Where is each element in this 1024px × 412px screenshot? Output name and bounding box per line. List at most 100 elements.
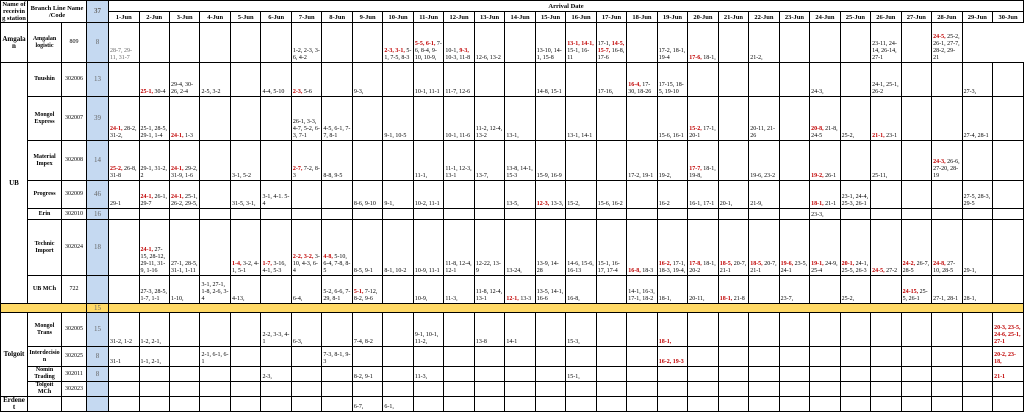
arrival-cell: [717, 96, 750, 141]
arrival-entry: 24-1,: [140, 247, 155, 253]
arrival-cell: [504, 22, 536, 63]
arrival-cell: [992, 275, 1024, 304]
arrival-cell: 24-8, 27-10, 28-5: [931, 219, 963, 276]
arrival-cell: [290, 346, 323, 367]
arrival-cell: 18-1,: [656, 275, 689, 304]
arrival-cell: 18-1, 21-8: [717, 275, 750, 304]
arrival-entry: 17-1,: [597, 41, 612, 47]
arrival-cell: 6-3,: [290, 312, 323, 347]
arrival-cell: 9-1,: [382, 180, 414, 209]
arrival-entry: 20-1,: [841, 261, 856, 267]
arrival-cell: 13-1, 14-1: [565, 96, 597, 141]
arrival-cell: [900, 62, 933, 97]
arrival-entry: 24-1,: [140, 194, 155, 200]
arrival-entry: 28-7, 29-11, 31-7: [110, 48, 133, 61]
arrival-cell: [778, 366, 811, 382]
arrival-cell: [931, 396, 963, 412]
arrival-cell: 19-1, 24-9, 25-4: [809, 219, 841, 276]
separator-fill: [108, 303, 1024, 313]
arrival-cell: [473, 208, 506, 220]
branch-code: 302007: [60, 96, 88, 141]
arrival-cell: [748, 396, 780, 412]
arrival-entry: 15-1,: [567, 374, 580, 380]
arrival-cell: [931, 381, 963, 397]
arrival-cell: 16-8, 18-3: [626, 219, 658, 276]
arrival-cell: 26-1, 3-3, 4-7, 5-2, 6-3, 7-1: [290, 96, 323, 141]
arrival-cell: 24-1, 1-3: [168, 96, 201, 141]
wagon-count: 15: [86, 312, 110, 347]
separator-count: 15: [86, 303, 110, 313]
table-row: Tolgoit MCh 302023: [1, 381, 1024, 397]
arrival-cell: [992, 208, 1024, 220]
arrival-entry: 9-1, 10-1, 11-2,: [414, 332, 439, 345]
branch-code: [60, 396, 88, 412]
arrival-entry: 29-1,: [963, 268, 977, 274]
arrival-entry: 13-24,: [506, 268, 522, 274]
arrival-cell: [626, 366, 658, 382]
arrival-cell: 11-3,: [443, 275, 475, 304]
arrival-entry: 7-12, 8-2, 9-6: [353, 289, 378, 302]
arrival-cell: 13-1,: [504, 96, 536, 141]
arrival-cell: 12-1, 13-3: [504, 275, 536, 304]
arrival-entry: 16-8,: [628, 268, 643, 274]
branch-name: Nomin Trading: [27, 366, 62, 382]
branch-code: 302006: [60, 62, 88, 97]
arrival-entry: 29-2, 31-9, 1-6: [170, 166, 198, 179]
station-name: Amgalan: [0, 22, 28, 63]
arrival-entry: 23-11, 24-14, 26-14, 27-1: [872, 41, 897, 61]
arrival-entry: 31-2, 1-2: [110, 339, 133, 345]
arrival-cell: [108, 219, 140, 276]
arrival-cell: [626, 381, 658, 397]
arrival-cell: [992, 96, 1024, 141]
arrival-cell: [260, 396, 292, 412]
arrival-cell: 11-7, 12-6: [443, 62, 475, 97]
arrival-cell: [473, 180, 506, 209]
arrival-cell: [870, 366, 902, 382]
arrival-cell: [199, 366, 231, 382]
arrival-cell: [687, 62, 719, 97]
arrival-entry: 24-3,: [933, 159, 948, 165]
arrival-cell: [839, 208, 872, 220]
arrival-entry: 17-15, 18-5, 19-10: [658, 82, 684, 95]
arrival-cell: 20-11, 21-26: [748, 96, 780, 141]
arrival-cell: [931, 96, 963, 141]
branch-code: 302009: [60, 180, 88, 209]
arrival-entry: 15-1, 16-17, 17-4: [597, 261, 620, 274]
wagon-count: 13: [86, 62, 110, 97]
table-row: Nomin Trading 302011 8 2-3, 8-2, 9-1 11-3, 15-…: [1, 366, 1024, 382]
arrival-cell: 9-1, 10-5: [382, 96, 414, 141]
branch-name: Mongol Express: [27, 96, 62, 141]
arrival-cell: [534, 208, 567, 220]
day-header: 18-Jun: [626, 11, 658, 23]
arrival-entry: 1-7,: [262, 261, 274, 267]
arrival-cell: 8-1, 10-2: [382, 219, 414, 276]
ub-section: Amgalan Amgalan logistic 809 8 28-7, 29-11, …: [0, 22, 1024, 304]
arrival-entry: 5-1, 7-5, 8-3: [384, 48, 412, 61]
arrival-cell: 11-3,: [412, 366, 445, 382]
arrival-entry: 24-9, 25-4: [811, 261, 838, 274]
arrival-cell: 17-2, 18-1, 19-4: [656, 22, 689, 63]
arrival-entry: 4-4, 5-10: [262, 89, 285, 95]
arrival-cell: [565, 140, 597, 181]
arrival-cell: 18-5, 20-7, 21-1: [748, 219, 780, 276]
arrival-cell: 17-7, 18-1, 19-8,: [687, 140, 719, 181]
day-header: 27-Jun: [900, 11, 933, 23]
arrival-cell: 13-9, 14-28: [534, 219, 567, 276]
arrival-cell: 11-2, 12-4, 13-2: [473, 96, 506, 141]
arrival-entry: 3-1, 5-2: [231, 173, 251, 179]
arrival-cell: 1-1, 2-1,: [138, 346, 170, 367]
arrival-cell: [260, 346, 292, 367]
arrival-cell: [809, 366, 841, 382]
arrival-cell: [961, 396, 994, 412]
arrival-cell: 2-2, 3-2, 3-10, 4-3, 6-4: [290, 219, 323, 276]
arrival-entry: 28-2, 31-2,: [110, 126, 137, 139]
arrival-cell: [839, 62, 872, 97]
day-header: 30-Jun: [992, 11, 1024, 23]
arrival-entry: 21-8: [733, 296, 745, 302]
arrival-cell: 15-6, 16-2: [595, 180, 628, 209]
tolgoit-section: Tolgoit Mongol Trans 302005 15 31-2, 1-2 1-2,…: [0, 312, 1024, 412]
separator-row: 15: [0, 303, 1024, 313]
branch-name: Erin: [27, 208, 62, 220]
arrival-entry: 16-2,: [658, 261, 673, 267]
wagon-count: 14: [86, 140, 110, 181]
